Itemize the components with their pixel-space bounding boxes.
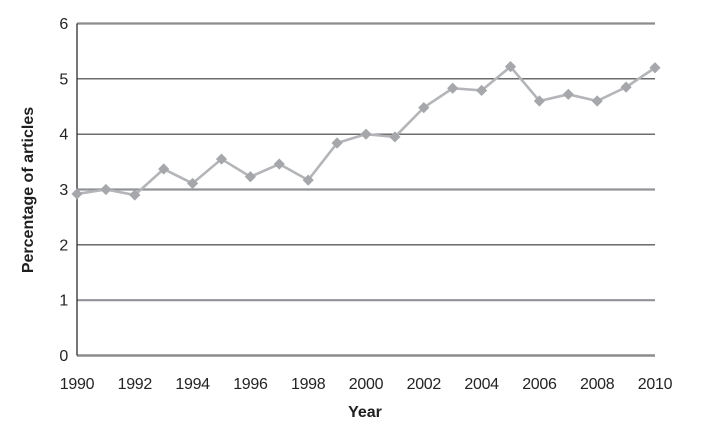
y-tick-label-6: 6 [59, 16, 68, 33]
data-point-marker-2000 [360, 128, 372, 140]
data-point-marker-2001 [389, 131, 401, 143]
data-point-marker-2010 [649, 62, 661, 74]
x-tick-label-2002: 2002 [407, 376, 442, 393]
y-tick-label-4: 4 [59, 127, 68, 144]
x-tick-label-1998: 1998 [291, 376, 326, 393]
data-point-marker-1995 [215, 153, 228, 165]
data-point-marker-1997 [273, 158, 285, 170]
x-tick-label-1992: 1992 [118, 376, 153, 393]
y-tick-label-1: 1 [59, 293, 68, 310]
data-point-marker-1993 [158, 163, 170, 175]
data-point-marker-2006 [533, 95, 545, 107]
x-tick-label-2008: 2008 [580, 376, 615, 393]
y-tick-label-5: 5 [59, 71, 68, 88]
x-tick-label-2004: 2004 [464, 376, 499, 393]
data-point-marker-2007 [562, 88, 574, 100]
data-point-marker-2005 [504, 61, 517, 73]
y-tick-label-2: 2 [59, 237, 68, 254]
data-point-marker-1991 [100, 183, 112, 196]
x-tick-label-2010: 2010 [638, 376, 673, 393]
data-point-marker-2008 [591, 95, 603, 107]
y-tick-label-0: 0 [59, 348, 68, 365]
data-point-marker-1999 [331, 137, 343, 149]
data-point-marker-2004 [476, 84, 488, 97]
y-axis-title: Percentage of articles [20, 106, 37, 274]
data-point-marker-2003 [447, 82, 459, 94]
x-tick-label-1996: 1996 [233, 376, 268, 393]
data-point-marker-2002 [418, 102, 430, 114]
x-axis-title: Year [348, 404, 382, 421]
data-point-marker-1996 [244, 171, 256, 183]
data-point-marker-1990 [71, 188, 83, 200]
x-tick-label-2000: 2000 [349, 376, 384, 393]
x-tick-label-1990: 1990 [60, 376, 95, 393]
data-point-marker-2009 [620, 81, 632, 93]
data-point-marker-1998 [302, 174, 314, 186]
y-tick-label-3: 3 [59, 182, 68, 199]
data-point-marker-1992 [129, 189, 141, 201]
x-tick-label-1994: 1994 [175, 376, 210, 393]
data-point-marker-1994 [187, 177, 199, 190]
x-tick-label-2006: 2006 [522, 376, 557, 393]
